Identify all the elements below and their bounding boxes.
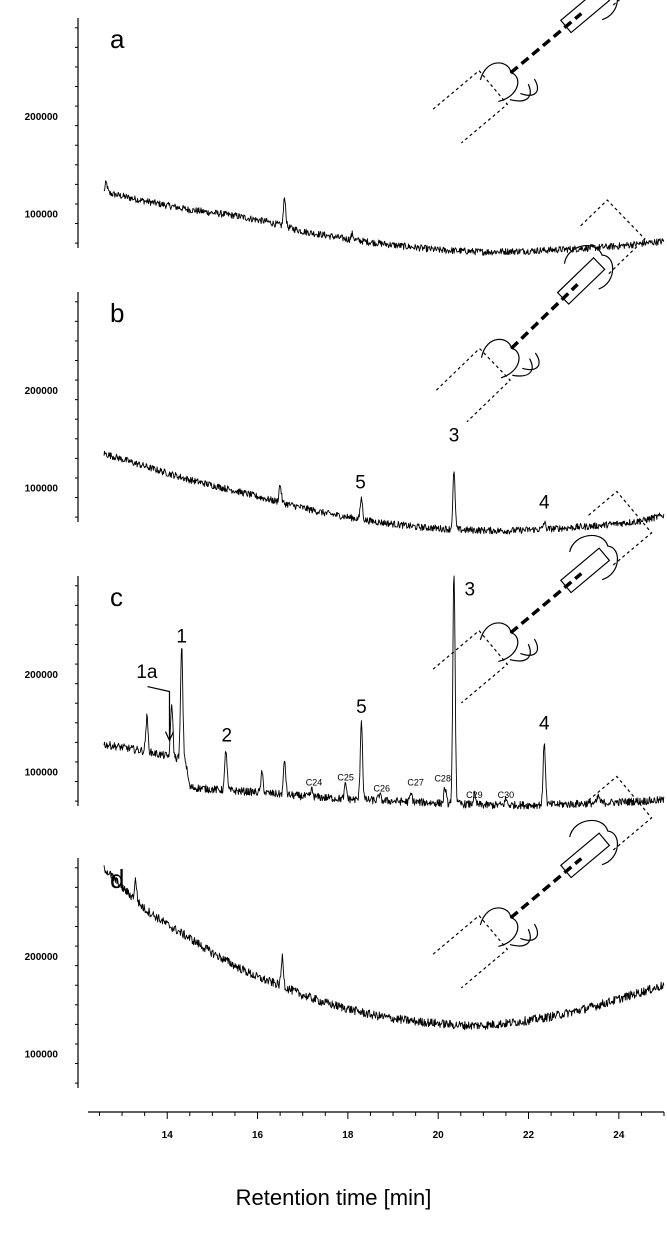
arrow-head-1a	[164, 731, 175, 742]
alkane-label: C29	[466, 790, 483, 800]
syringe-extraction-icon	[432, 775, 653, 989]
y-tick-label: 200000	[25, 112, 59, 123]
fingers-left	[479, 622, 519, 663]
finger-tips	[509, 638, 539, 662]
alkane-label: C30	[498, 790, 515, 800]
syringe-extraction-icon	[432, 490, 653, 704]
x-tick-label: 18	[342, 1130, 354, 1141]
hand-right-fingers	[569, 0, 618, 21]
peak-label: 4	[539, 492, 550, 513]
finger-tips	[509, 78, 539, 102]
y-tick-label: 100000	[25, 210, 59, 221]
chromatogram-trace	[103, 180, 665, 256]
syringe-extraction-icon	[435, 199, 646, 423]
chromatogram-trace	[103, 865, 665, 1031]
finger-tips	[509, 923, 539, 947]
peak-label: 3	[465, 580, 476, 601]
hand-right-fingers	[563, 245, 614, 290]
panel-a: 100000 200000 a	[25, 0, 665, 256]
y-tick-label: 200000	[25, 386, 59, 397]
syringe-barrel	[559, 547, 611, 594]
y-tick-label: 100000	[25, 768, 59, 779]
hand-left-outline	[432, 69, 509, 144]
hand-left-outline	[432, 629, 509, 704]
hand-right-outline	[585, 490, 653, 566]
y-tick-label: 200000	[25, 670, 59, 681]
syringe-needle	[510, 283, 579, 350]
arrow-1a	[147, 686, 171, 739]
peak-label: 5	[355, 473, 366, 494]
hand-right-outline	[585, 775, 653, 851]
x-tick-label: 20	[433, 1130, 445, 1141]
syringe-barrel	[559, 832, 611, 879]
peak-label: 2	[222, 725, 233, 746]
x-axis-label: Retention time [min]	[235, 1185, 432, 1210]
x-tick-label: 22	[523, 1130, 535, 1141]
y-tick-label: 100000	[25, 1050, 59, 1061]
x-tick-label: 16	[252, 1130, 264, 1141]
peak-label: 5	[356, 697, 367, 718]
alkane-label: C27	[407, 777, 424, 787]
y-tick-label: 100000	[25, 484, 59, 495]
syringe-needle	[509, 12, 583, 75]
panel-letter: b	[110, 298, 124, 328]
x-tick-label: 24	[613, 1130, 625, 1141]
hand-right-fingers	[569, 819, 618, 866]
peak-label: 4	[539, 714, 550, 735]
chromatogram-trace	[103, 575, 665, 810]
fingers-left	[479, 62, 519, 103]
hand-right-fingers	[569, 534, 618, 581]
syringe-needle	[509, 857, 583, 920]
panels-group: 100000 200000 a 100000 200000 b 5 3 4 100000 20000…	[25, 0, 665, 1088]
alkane-label: C26	[373, 783, 390, 793]
x-tick-label: 14	[162, 1130, 174, 1141]
panel-letter: c	[110, 582, 123, 612]
panel-c: 100000 200000 c 1 1a 2 5 3 4 C24 C25 C26 C27 C28 C29 C3…	[25, 490, 665, 810]
syringe-barrel	[556, 256, 606, 305]
y-tick-label: 200000	[25, 952, 59, 963]
fingers-left	[479, 907, 519, 948]
hand-right-outline	[578, 199, 646, 275]
panel-letter: a	[110, 24, 125, 54]
x-axis: 14 16 18 20 22 24	[88, 1111, 665, 1141]
alkane-label: C28	[434, 774, 451, 784]
finger-tips	[512, 352, 540, 377]
syringe-needle	[509, 572, 583, 635]
hand-left-outline	[435, 347, 511, 423]
peak-label: 3	[449, 426, 460, 447]
hand-left-outline	[432, 914, 509, 989]
hand-right-outline	[585, 0, 653, 6]
syringe-extraction-icon	[432, 0, 653, 144]
alkane-label: C25	[337, 773, 354, 783]
chromatogram-trace	[103, 450, 665, 535]
alkane-label: C24	[306, 777, 323, 787]
fingers-left	[480, 338, 520, 379]
peak-label: 1	[176, 627, 187, 648]
peak-label: 1a	[136, 662, 158, 683]
syringe-barrel	[559, 0, 611, 34]
